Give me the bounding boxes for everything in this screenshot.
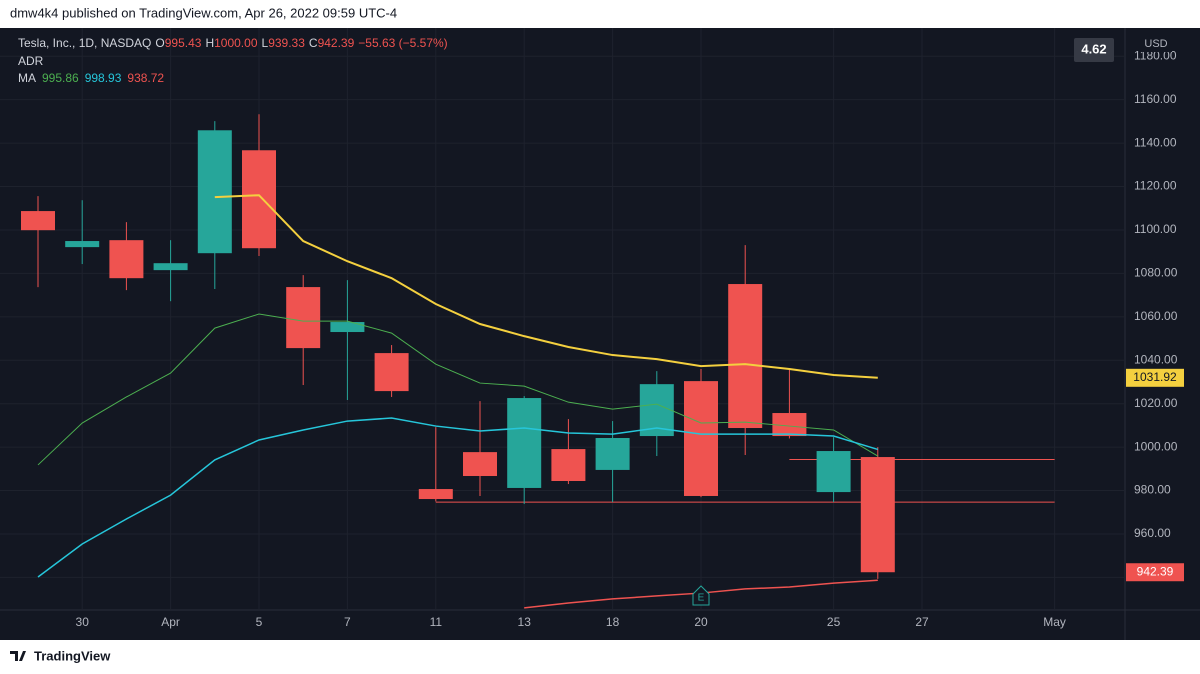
x-tick-label: Apr — [161, 615, 180, 629]
y-tick-label: 1080.00 — [1134, 266, 1178, 280]
y-tick-label: 1100.00 — [1134, 222, 1177, 236]
earnings-icon — [692, 585, 710, 606]
candle-body — [242, 150, 276, 249]
candle-body — [153, 263, 188, 271]
x-tick-label: 13 — [518, 615, 532, 629]
candle-body — [21, 211, 55, 231]
adr-value: 4.62 — [1081, 41, 1106, 56]
y-tick-label: 1140.00 — [1134, 135, 1177, 149]
candle-body — [772, 413, 807, 437]
price-tag-label: 1031.92 — [1133, 370, 1177, 384]
price-tag-label: 942.39 — [1137, 564, 1174, 578]
candle-body — [330, 322, 365, 333]
candle-body — [595, 438, 630, 470]
candle-body — [197, 130, 232, 254]
indicator-label: ADR — [18, 54, 44, 68]
footer: TradingView — [34, 648, 111, 663]
header-band — [0, 0, 1200, 28]
candle-body — [816, 451, 851, 493]
x-tick-label: 18 — [606, 615, 620, 629]
candle-body — [286, 287, 321, 349]
y-tick-label: 1120.00 — [1134, 179, 1177, 193]
candle-body — [860, 457, 895, 573]
candle-body — [551, 449, 586, 482]
ohlc-value: 1000.00 — [214, 36, 258, 50]
candle-body — [418, 489, 453, 500]
ohlc-letter: L — [262, 36, 269, 50]
legend-entry: 995.86 — [42, 71, 79, 85]
y-tick-label: 960.00 — [1134, 526, 1171, 540]
candle-body — [374, 353, 409, 392]
price-tag — [1126, 563, 1184, 582]
ohlc-value: 995.43 — [165, 36, 202, 50]
footer-band — [0, 640, 1200, 674]
earnings-label: E — [698, 593, 705, 604]
y-tick-label: 1000.00 — [1134, 439, 1178, 453]
logo — [10, 651, 26, 661]
ohlc-letter: H — [205, 36, 214, 50]
x-tick-label: 7 — [344, 615, 351, 629]
header: dmw4k4 published on TradingView.com, Apr… — [10, 5, 397, 20]
x-tick-label: 27 — [915, 615, 929, 629]
x-tick-label: 30 — [76, 615, 90, 629]
candle-body — [463, 452, 497, 477]
grid — [0, 28, 1125, 610]
ohlc-value: 939.33 — [268, 36, 305, 50]
ma-legend: MA 995.86 998.93 938.72 — [18, 71, 164, 85]
legend: Tesla, Inc., 1D, NASDAQ O995.43 H1000.00 L9… — [18, 36, 448, 50]
axes: 940.00960.00980.001000.001020.001040.001… — [76, 48, 1184, 629]
legend-entry: 938.72 — [127, 71, 164, 85]
x-tick-label: 25 — [827, 615, 841, 629]
change: −55.63 (−5.57%) — [358, 36, 447, 50]
candle-body — [109, 240, 144, 279]
x-tick-label: 11 — [430, 615, 443, 629]
x-tick-label: 5 — [256, 615, 263, 629]
ma-line — [37, 313, 879, 466]
adr-box — [1074, 38, 1114, 62]
symbol: Tesla, Inc., 1D, NASDAQ — [18, 36, 151, 50]
y-tick-label: 1060.00 — [1134, 309, 1178, 323]
chart-bg — [0, 28, 1200, 640]
plot: E — [21, 114, 1055, 609]
candle-body — [684, 381, 718, 496]
x-tick-label: 20 — [694, 615, 708, 629]
price-tag — [1126, 368, 1184, 387]
currency-box — [1140, 36, 1172, 52]
ma-line — [214, 194, 878, 379]
ohlc-letter: C — [309, 36, 318, 50]
currency: USD — [1144, 38, 1167, 50]
y-tick-label: 1160.00 — [1134, 92, 1177, 106]
legend-entry: 998.93 — [85, 71, 122, 85]
candle-body — [728, 284, 763, 429]
ma-line — [37, 417, 879, 578]
candle-body — [507, 398, 542, 488]
candle-body — [65, 241, 100, 248]
ohlc-letter: O — [155, 36, 164, 50]
x-tick-label: May — [1043, 615, 1066, 629]
ma-label: MA — [18, 71, 36, 85]
ohlc-value: 942.39 — [318, 36, 355, 50]
y-tick-label: 980.00 — [1134, 483, 1171, 497]
y-tick-label: 1020.00 — [1134, 396, 1178, 410]
y-tick-label: 1040.00 — [1134, 352, 1178, 366]
